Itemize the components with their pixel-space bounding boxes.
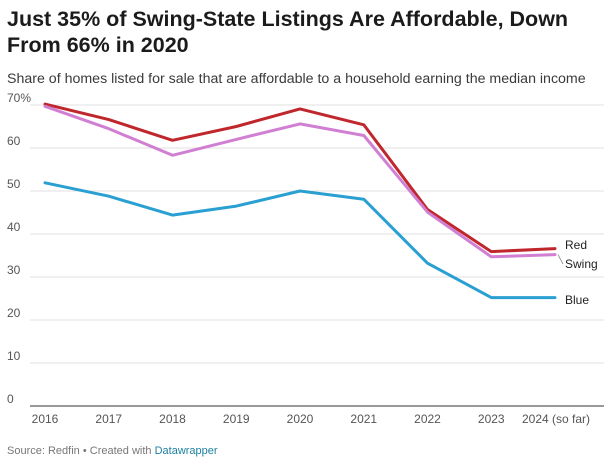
chart-title: Just 35% of Swing-State Listings Are Aff… bbox=[7, 7, 569, 57]
series-label-red: Red bbox=[565, 238, 587, 252]
x-tick-label: 2018 bbox=[159, 412, 186, 426]
y-tick-label: 70% bbox=[7, 91, 31, 105]
created-with-text: Created with bbox=[89, 445, 152, 457]
chart-subtitle: Share of homes listed for sale that are … bbox=[7, 71, 586, 87]
series-label-blue: Blue bbox=[565, 293, 589, 307]
gridlines bbox=[30, 104, 604, 407]
source-note: Source: Redfin bbox=[7, 445, 80, 457]
x-tick-label: 2017 bbox=[95, 412, 122, 426]
x-tick-label: 2020 bbox=[287, 412, 314, 426]
series-line-blue bbox=[43, 181, 557, 300]
label-connector bbox=[557, 254, 564, 265]
footer-separator: • bbox=[82, 445, 87, 457]
y-tick-label: 60 bbox=[7, 134, 21, 148]
x-axis-tick-labels: 2016 2017 2018 2019 2020 2021 2022 2023 2024 (so… bbox=[32, 412, 590, 426]
series-lines bbox=[43, 102, 557, 300]
x-tick-label: 2021 bbox=[350, 412, 377, 426]
x-tick-label: 2016 bbox=[32, 412, 59, 426]
x-tick-label: 2024 (so far) bbox=[522, 412, 590, 426]
y-axis-tick-labels: 0 10 20 30 40 50 60 70% bbox=[7, 91, 31, 406]
line-chart: 0 10 20 30 40 50 60 70% 2016 2017 2018 2019 2020 202… bbox=[7, 91, 604, 426]
y-tick-label: 0 bbox=[7, 392, 14, 406]
y-tick-label: 20 bbox=[7, 306, 21, 320]
series-line-red bbox=[43, 102, 557, 254]
series-label-swing: Swing bbox=[565, 257, 598, 271]
datawrapper-link[interactable]: Datawrapper bbox=[154, 445, 218, 457]
y-tick-label: 50 bbox=[7, 177, 21, 191]
series-labels: Red Swing Blue bbox=[557, 238, 598, 307]
series-line-swing bbox=[43, 104, 557, 259]
x-tick-label: 2019 bbox=[223, 412, 250, 426]
y-tick-label: 30 bbox=[7, 263, 21, 277]
y-tick-label: 40 bbox=[7, 220, 21, 234]
x-tick-label: 2022 bbox=[414, 412, 441, 426]
chart-footer: Source: Redfin • Created with Datawrappe… bbox=[7, 445, 218, 457]
y-tick-label: 10 bbox=[7, 349, 21, 363]
x-tick-label: 2023 bbox=[478, 412, 505, 426]
